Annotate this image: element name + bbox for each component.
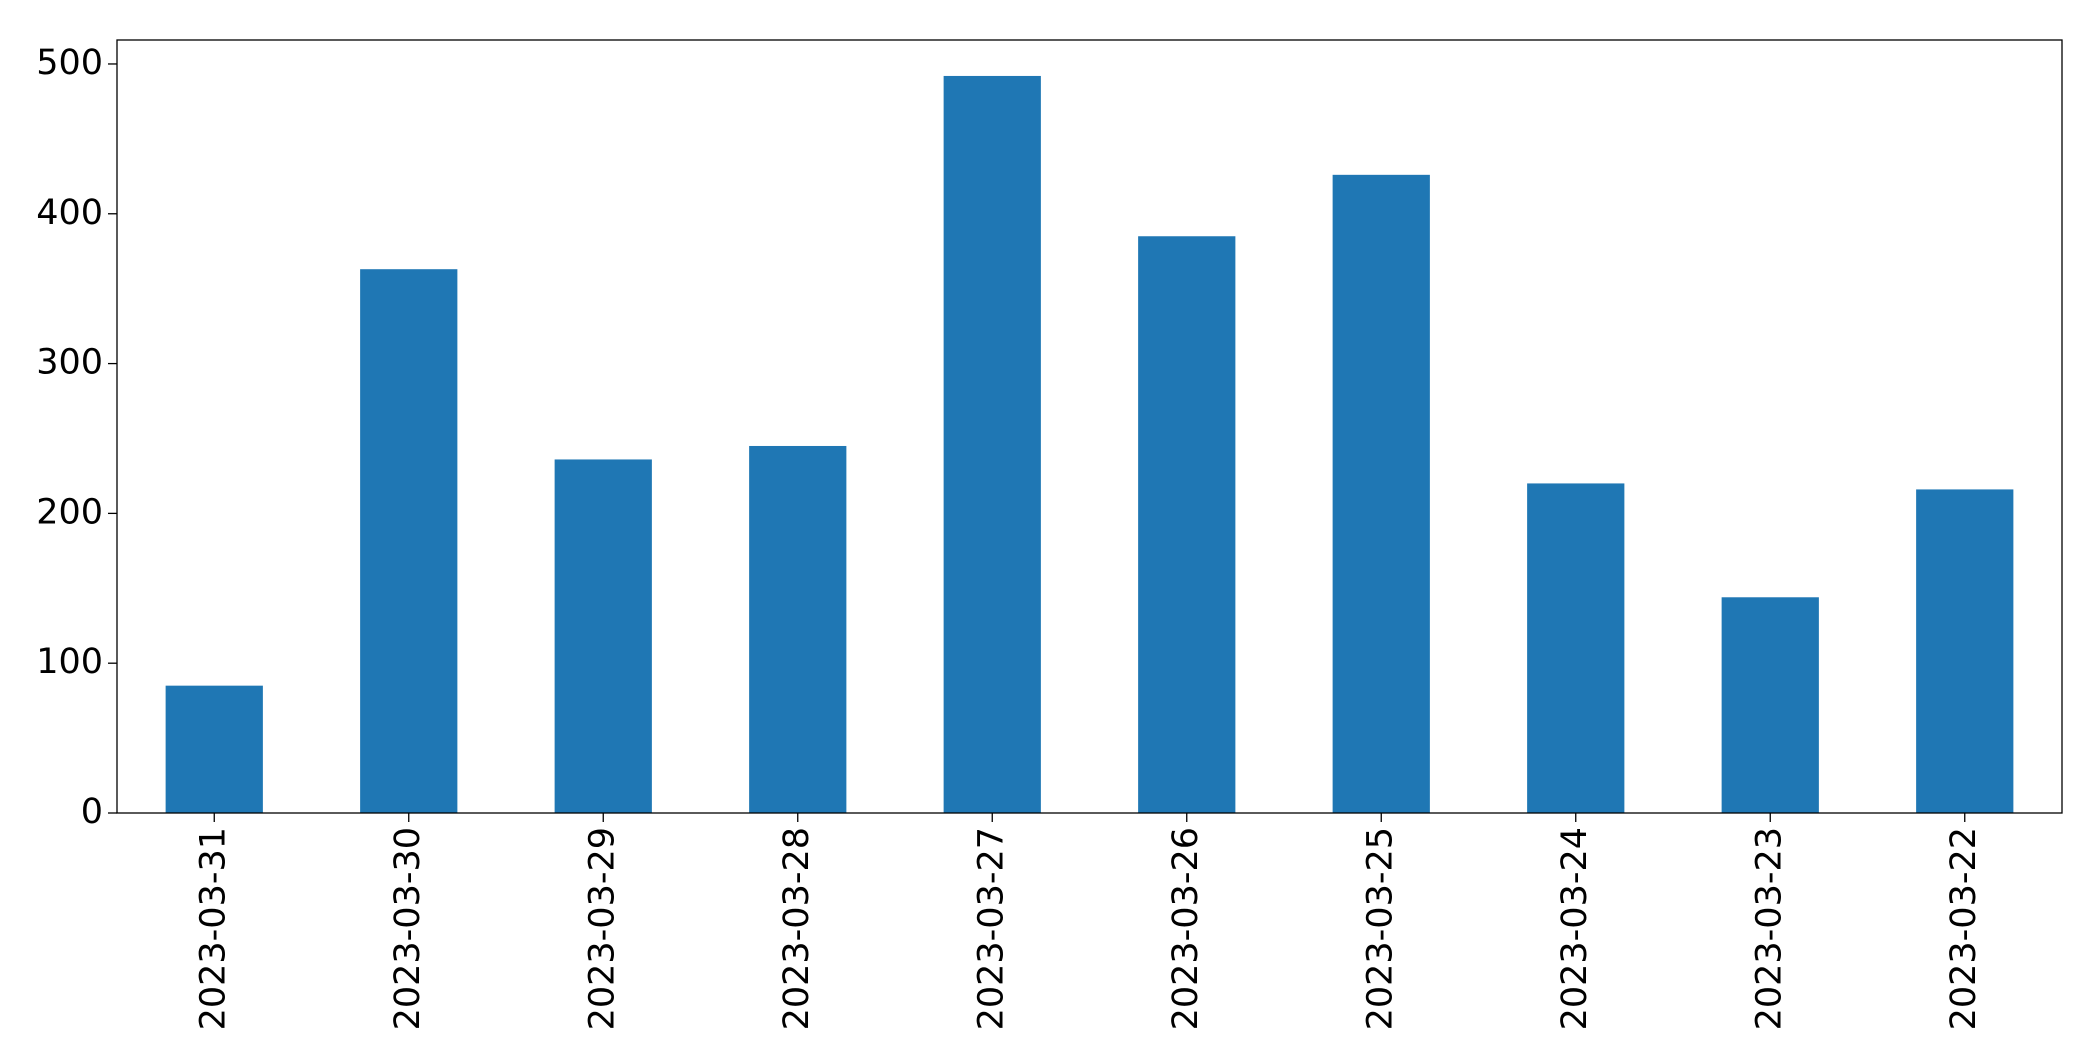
bar <box>749 445 847 813</box>
x-tick-label: 2023-03-26 <box>1166 827 1206 1030</box>
bar <box>943 75 1041 813</box>
bar <box>1138 236 1236 814</box>
y-tick-label: 300 <box>36 343 103 383</box>
x-tick-label: 2023-03-30 <box>388 827 428 1030</box>
bar <box>1332 174 1430 814</box>
y-tick-label: 0 <box>81 792 103 832</box>
bar <box>1916 489 2014 813</box>
x-tick-label: 2023-03-24 <box>1555 827 1595 1030</box>
y-tick-label: 400 <box>36 193 103 233</box>
y-tick-label: 100 <box>36 642 103 682</box>
x-tick-label: 2023-03-29 <box>582 827 622 1030</box>
x-tick-label: 2023-03-25 <box>1360 827 1400 1030</box>
bar <box>554 459 652 813</box>
x-tick-label: 2023-03-28 <box>777 827 817 1030</box>
plot-frame <box>116 39 2063 814</box>
bar <box>1527 483 1625 813</box>
x-tick-label: 2023-03-22 <box>1944 827 1984 1030</box>
y-tick-label: 200 <box>36 492 103 532</box>
bar <box>360 269 458 813</box>
bar <box>1721 597 1819 813</box>
x-tick-label: 2023-03-23 <box>1749 827 1789 1030</box>
bar <box>165 685 263 813</box>
x-tick-label: 2023-03-31 <box>193 827 233 1030</box>
y-tick-label: 500 <box>36 43 103 83</box>
x-tick-label: 2023-03-27 <box>971 827 1011 1030</box>
